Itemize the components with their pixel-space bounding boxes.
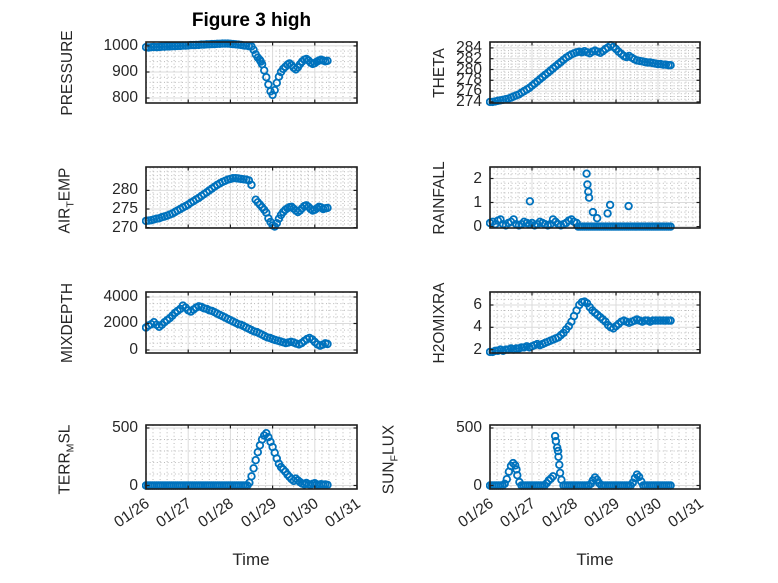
y-tick-label: 2 bbox=[473, 340, 482, 358]
y-tick-label: 280 bbox=[456, 60, 482, 78]
y-tick-label: 274 bbox=[456, 92, 482, 110]
y-axis-label-mixdepth: MIXDEPTH bbox=[59, 282, 76, 363]
x-axis-label-right: Time bbox=[576, 550, 614, 569]
y-tick-label: 900 bbox=[112, 62, 138, 80]
x-axis-label-left: Time bbox=[232, 550, 270, 569]
y-axis-label-sun_flux: SUNFLUX bbox=[380, 424, 401, 495]
y-tick-label: 275 bbox=[112, 200, 138, 218]
y-tick-label: 278 bbox=[456, 71, 482, 89]
y-tick-label: 2 bbox=[473, 169, 482, 187]
y-tick-label: 1 bbox=[473, 193, 482, 211]
y-tick-label: 4000 bbox=[103, 288, 138, 306]
subplot-pressure bbox=[140, 36, 363, 114]
y-tick-label: 0 bbox=[473, 217, 482, 235]
y-tick-label: 280 bbox=[112, 181, 138, 199]
y-tick-label: 1000 bbox=[103, 36, 138, 54]
y-tick-label: 800 bbox=[112, 89, 138, 107]
subplot-rainfall bbox=[484, 161, 706, 239]
figure-title: Figure 3 high bbox=[191, 10, 312, 31]
y-tick-label: 282 bbox=[456, 49, 482, 67]
mixdepth-plot bbox=[142, 291, 358, 354]
y-axis-label-air_temp: AIRTEMP bbox=[56, 167, 77, 233]
y-tick-label: 0 bbox=[129, 340, 138, 358]
subplot-theta bbox=[484, 36, 706, 114]
y-axis-label-h2omixra: H2OMIXRA bbox=[431, 282, 448, 363]
y-tick-label: 270 bbox=[112, 218, 138, 236]
y-tick-label: 4 bbox=[473, 318, 482, 336]
sun-flux-plot bbox=[486, 424, 701, 490]
subplot-air-temp bbox=[140, 161, 363, 239]
y-axis-label-theta: THETA bbox=[431, 47, 448, 98]
subplot-terr-msl bbox=[140, 419, 363, 500]
pressure-plot bbox=[142, 39, 358, 104]
y-tick-label: 500 bbox=[112, 418, 138, 436]
theta-plot bbox=[486, 40, 701, 107]
y-tick-label: 0 bbox=[473, 476, 482, 494]
y-axis-label-rainfall: RAINFALL bbox=[431, 160, 448, 235]
h2omixra-plot bbox=[486, 291, 701, 357]
y-tick-label: 2000 bbox=[103, 314, 138, 332]
y-tick-label: 6 bbox=[473, 295, 482, 313]
rainfall-plot bbox=[486, 166, 701, 231]
y-axis-label-terr_msl: TERRMSL bbox=[56, 424, 77, 495]
air-temp-plot bbox=[142, 166, 358, 231]
y-tick-label: 284 bbox=[456, 38, 482, 56]
terr-msl-plot bbox=[142, 424, 358, 490]
subplot-h2omixra bbox=[484, 286, 706, 364]
subplot-mixdepth bbox=[140, 286, 363, 364]
y-tick-label: 276 bbox=[456, 82, 482, 100]
y-tick-label: 500 bbox=[456, 418, 482, 436]
y-tick-label: 0 bbox=[129, 476, 138, 494]
subplot-sun-flux bbox=[484, 419, 706, 500]
y-axis-label-pressure: PRESSURE bbox=[59, 29, 76, 116]
